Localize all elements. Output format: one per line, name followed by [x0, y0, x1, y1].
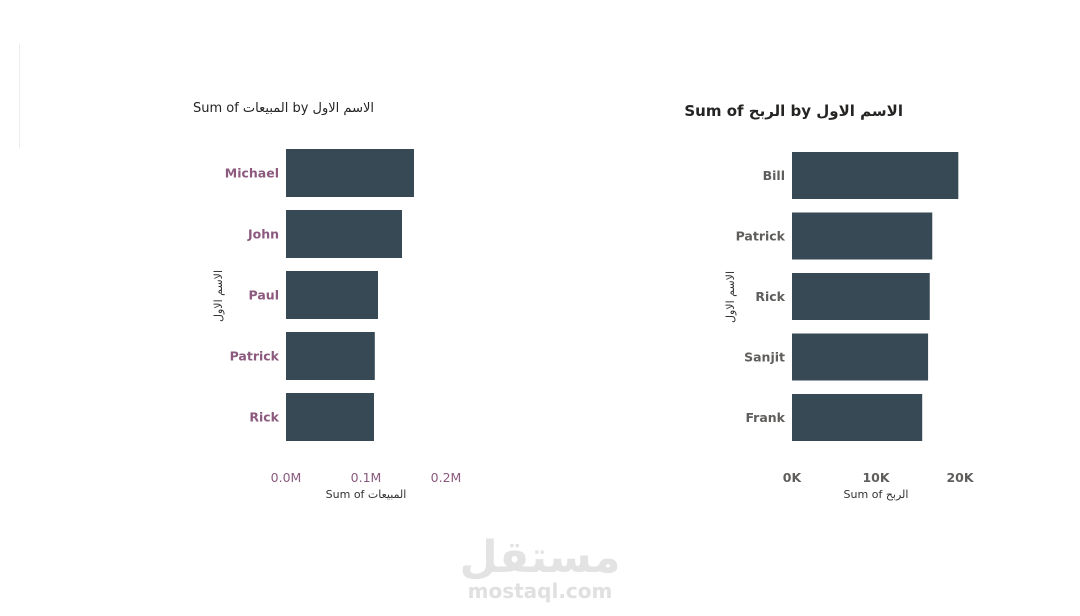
- watermark-url: mostaql.com: [467, 579, 613, 603]
- category-label-paul: Paul: [249, 288, 279, 303]
- bar-john[interactable]: [286, 210, 402, 258]
- bar-patrick[interactable]: [286, 332, 375, 380]
- x-tick-label: 0.1M: [351, 470, 382, 485]
- bar-michael[interactable]: [286, 149, 414, 197]
- x-tick-labels: 0.0M 0.1M 0.2M: [271, 470, 462, 485]
- bar-group: [286, 149, 414, 441]
- x-tick-label: 0.2M: [431, 470, 462, 485]
- y-axis-title: الاسم الاول: [212, 270, 225, 322]
- category-label-patrick: Patrick: [230, 349, 280, 364]
- x-tick-label: 0.0M: [271, 470, 302, 485]
- bar-paul[interactable]: [286, 271, 378, 319]
- category-label-rick: Rick: [249, 410, 279, 425]
- category-labels: Michael John Paul Patrick Rick: [225, 166, 280, 425]
- x-axis-title: Sum of المبيعات: [326, 488, 407, 501]
- category-label-john: John: [247, 227, 279, 242]
- watermark-logo: مستقل: [459, 532, 621, 583]
- bar-rick[interactable]: [286, 393, 374, 441]
- divider-line: [19, 44, 20, 148]
- mostaql-watermark: مستقل mostaql.com: [440, 532, 640, 602]
- chart-title: Sum of المبيعات by الاسم الاول: [193, 101, 374, 116]
- category-label-michael: Michael: [225, 166, 279, 181]
